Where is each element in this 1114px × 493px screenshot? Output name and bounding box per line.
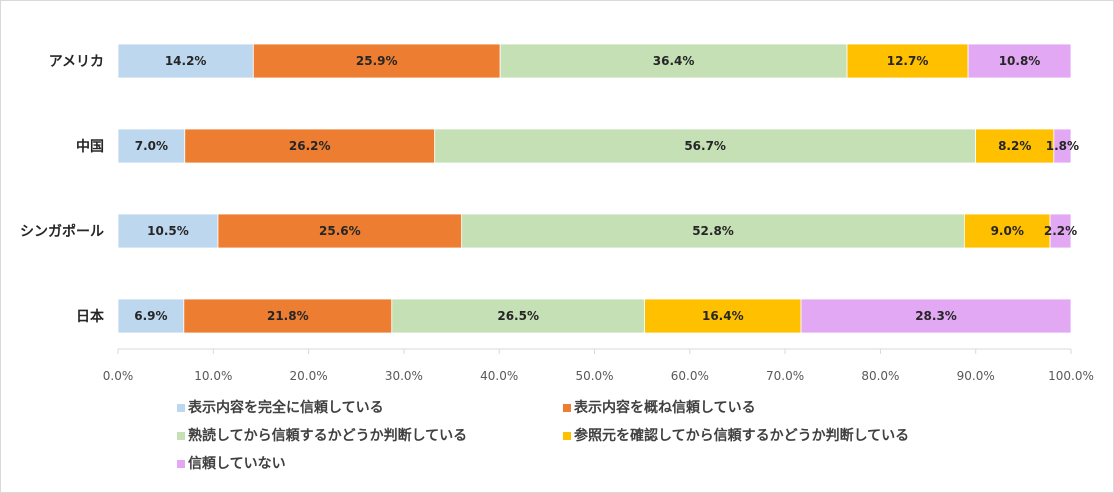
data-label: 25.9%: [356, 54, 398, 68]
x-axis: 0.0% 10.0% 20.0% 30.0% 40.0% 50.0% 60.0% 70.0% 8…: [103, 348, 1094, 383]
bar-segment: [434, 128, 977, 164]
legend-swatch: [177, 432, 185, 440]
legend: 表示内容を完全に信頼している 表示内容を概ね信頼している熟読してから信頼するかどう…: [177, 399, 909, 472]
data-label: 6.9%: [134, 309, 167, 323]
x-tick-label: 80.0%: [861, 369, 899, 383]
bar-segment: [461, 213, 965, 249]
bar-segment: [644, 298, 802, 334]
legend-label: 参照元を確認してから信頼するかどうか判断している: [574, 427, 909, 444]
category-label: 日本: [76, 308, 105, 325]
x-tick-label: 70.0%: [766, 369, 804, 383]
data-label: 26.5%: [497, 309, 539, 323]
data-label: 52.8%: [692, 224, 734, 238]
data-label: 10.8%: [999, 54, 1041, 68]
legend-label: 信頼していない: [188, 455, 286, 472]
bar-segment: [963, 213, 1051, 249]
x-tick-label: 10.0%: [194, 369, 232, 383]
data-label: 10.5%: [147, 224, 189, 238]
x-tick-label: 60.0%: [671, 369, 709, 383]
bar-segment: [1053, 128, 1072, 164]
bar-segment: [252, 43, 501, 79]
bar-segment: [846, 43, 969, 79]
legend-swatch: [563, 404, 571, 412]
bars-layer: 14.2% 25.9% 36.4% 12.7% 10.8% 7.0% 26.2% 56.7% 8…: [117, 43, 1079, 334]
legend-label: 表示内容を概ね信頼している: [573, 399, 756, 416]
legend-swatch: [177, 404, 185, 412]
category-label: シンガポール: [20, 223, 104, 240]
x-tick-label: 20.0%: [290, 369, 328, 383]
category-label: 中国: [76, 138, 104, 155]
legend-label: 表示内容を完全に信頼している: [187, 399, 384, 416]
data-label: 8.2%: [998, 139, 1031, 153]
bar-segment: [117, 213, 219, 249]
legend-swatch: [563, 432, 571, 440]
legend-label: 熟読してから信頼するかどうか判断している: [188, 427, 467, 444]
bar-segment: [184, 128, 436, 164]
data-label: 12.7%: [887, 54, 929, 68]
category-label: アメリカ: [49, 54, 104, 70]
x-tick-label: 0.0%: [103, 369, 134, 383]
bar-segment: [217, 213, 463, 249]
bar-segment: [967, 43, 1072, 79]
x-tick-label: 100.0%: [1048, 369, 1094, 383]
data-label: 9.0%: [991, 224, 1024, 238]
bar-segment: [800, 298, 1072, 334]
x-tick-label: 30.0%: [385, 369, 423, 383]
bar-segment: [975, 128, 1055, 164]
data-label: 21.8%: [267, 309, 309, 323]
data-label: 2.2%: [1044, 224, 1077, 238]
bar-segment: [117, 43, 254, 79]
data-label: 16.4%: [702, 309, 744, 323]
x-tick-label: 40.0%: [480, 369, 518, 383]
bar-segment: [499, 43, 848, 79]
data-label: 36.4%: [653, 54, 695, 68]
data-label: 28.3%: [915, 309, 957, 323]
data-label: 14.2%: [165, 54, 207, 68]
bar-segment: [1049, 213, 1072, 249]
legend-swatch: [177, 460, 185, 468]
data-label: 7.0%: [135, 139, 168, 153]
data-label: 26.2%: [289, 139, 331, 153]
x-tick-label: 90.0%: [957, 369, 995, 383]
bar-segment: [117, 128, 186, 164]
bar-segment: [391, 298, 645, 334]
x-tick-label: 50.0%: [575, 369, 613, 383]
data-label: 1.8%: [1046, 139, 1079, 153]
data-label: 56.7%: [684, 139, 726, 153]
data-label: 25.6%: [319, 224, 361, 238]
